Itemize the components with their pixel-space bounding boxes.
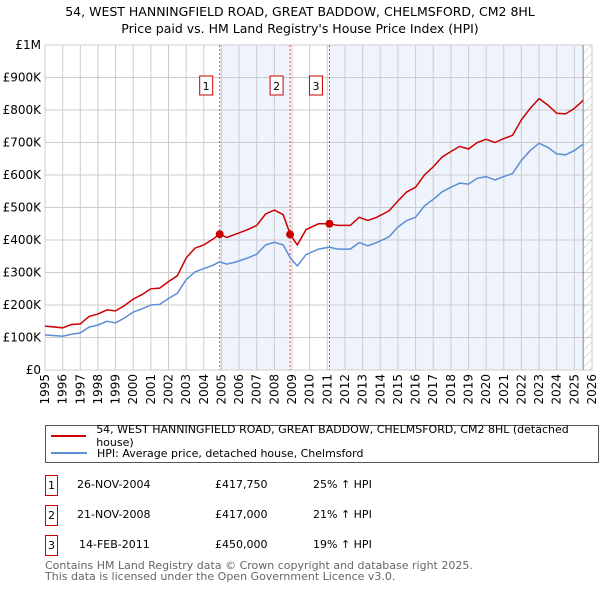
x-tick-label: 2013 bbox=[356, 374, 370, 405]
y-tick-label: £700K bbox=[3, 136, 43, 150]
y-tick-label: £200K bbox=[3, 298, 43, 312]
sale-hpi: 25% ↑ HPI bbox=[313, 478, 372, 491]
x-tick-label: 2014 bbox=[373, 374, 387, 405]
sale-date: 21-NOV-2008 bbox=[77, 508, 151, 521]
sale-badge: 1 bbox=[45, 475, 58, 496]
legend-swatch-red bbox=[51, 435, 87, 437]
x-tick-label: 1995 bbox=[38, 374, 52, 405]
x-tick-label: 2008 bbox=[267, 374, 281, 405]
y-tick-label: £0 bbox=[26, 363, 41, 377]
legend-item-hpi: HPI: Average price, detached house, Chel… bbox=[51, 445, 363, 461]
x-tick-label: 2007 bbox=[250, 374, 264, 405]
sale-marker-box bbox=[308, 75, 323, 96]
x-tick-label: 1998 bbox=[91, 374, 105, 405]
x-tick-label: 1997 bbox=[73, 374, 87, 405]
sale-hpi: 19% ↑ HPI bbox=[313, 538, 372, 551]
x-tick-label: 2016 bbox=[409, 374, 423, 405]
sale-price: £450,000 bbox=[215, 538, 268, 551]
sale-point bbox=[286, 230, 295, 239]
x-tick-label: 2025 bbox=[567, 374, 581, 405]
legend-label: HPI: Average price, detached house, Chel… bbox=[97, 446, 364, 460]
x-tick-label: 2018 bbox=[444, 374, 458, 405]
sale-marker-box bbox=[269, 75, 284, 96]
x-tick-label: 2010 bbox=[303, 374, 317, 405]
x-tick-label: 2023 bbox=[532, 374, 546, 405]
x-tick-label: 2002 bbox=[162, 374, 176, 405]
chart-legend: 54, WEST HANNINGFIELD ROAD, GREAT BADDOW… bbox=[45, 423, 599, 463]
sale-date: 26-NOV-2004 bbox=[77, 478, 151, 491]
chart-title: 54, WEST HANNINGFIELD ROAD, GREAT BADDOW… bbox=[65, 4, 535, 19]
x-tick-label: 1996 bbox=[56, 374, 70, 405]
legend-swatch-blue bbox=[51, 452, 87, 454]
x-tick-label: 2004 bbox=[197, 374, 211, 405]
sale-marker-box bbox=[199, 75, 214, 96]
x-tick-label: 2006 bbox=[232, 374, 246, 405]
x-tick-label: 2000 bbox=[126, 374, 140, 405]
sale-badge: 3 bbox=[45, 535, 58, 556]
sale-hpi: 21% ↑ HPI bbox=[313, 508, 372, 521]
x-tick-label: 2015 bbox=[391, 374, 405, 405]
y-tick-label: £100K bbox=[3, 331, 43, 345]
hpi-line bbox=[44, 142, 584, 337]
x-tick-label: 2019 bbox=[461, 374, 475, 405]
y-tick-label: £900K bbox=[3, 71, 43, 85]
x-tick-label: 2024 bbox=[550, 374, 564, 405]
footer: Contains HM Land Registry data © Crown c… bbox=[45, 560, 473, 582]
price-chart: £0 £100K £200K £300K £400K £500K £600K £700K £80… bbox=[3, 38, 599, 405]
y-tick-label: £300K bbox=[3, 266, 43, 280]
legend-label: 54, WEST HANNINGFIELD ROAD, GREAT BADDOW… bbox=[96, 423, 569, 449]
y-tick-label: £400K bbox=[3, 233, 43, 247]
x-tick-label: 2011 bbox=[320, 374, 334, 405]
y-tick-label: £1M bbox=[15, 38, 41, 52]
legend-item-property: 54, WEST HANNINGFIELD ROAD, GREAT BADDOW… bbox=[51, 423, 598, 449]
x-tick-label: 2001 bbox=[144, 374, 158, 405]
y-tick-label: £500K bbox=[3, 201, 43, 215]
sale-marker-label: 3 bbox=[312, 80, 319, 93]
footer-copyright: Contains HM Land Registry data © Crown c… bbox=[45, 559, 473, 572]
chart-subtitle: Price paid vs. HM Land Registry's House … bbox=[121, 21, 479, 36]
x-tick-label: 2017 bbox=[426, 374, 440, 405]
sale-point bbox=[215, 230, 224, 239]
x-tick-label: 2026 bbox=[585, 374, 599, 405]
y-tick-label: £600K bbox=[3, 168, 43, 182]
property-line bbox=[44, 97, 584, 329]
sale-marker-label: 2 bbox=[273, 80, 280, 93]
sale-price: £417,750 bbox=[215, 478, 268, 491]
sale-price: £417,000 bbox=[215, 508, 268, 521]
x-tick-label: 2022 bbox=[514, 374, 528, 405]
x-tick-label: 2009 bbox=[285, 374, 299, 405]
x-tick-label: 1999 bbox=[109, 374, 123, 405]
x-tick-label: 2020 bbox=[479, 374, 493, 405]
x-tick-label: 2005 bbox=[214, 374, 228, 405]
sale-date: 14-FEB-2011 bbox=[79, 538, 150, 551]
x-tick-label: 2012 bbox=[338, 374, 352, 405]
x-tick-label: 2003 bbox=[179, 374, 193, 405]
sale-marker-label: 1 bbox=[203, 80, 210, 93]
sale-badge: 2 bbox=[45, 505, 58, 526]
sale-point bbox=[325, 219, 334, 228]
footer-licence: This data is licensed under the Open Gov… bbox=[45, 570, 396, 583]
y-tick-label: £800K bbox=[3, 103, 43, 117]
x-tick-label: 2021 bbox=[497, 374, 511, 405]
